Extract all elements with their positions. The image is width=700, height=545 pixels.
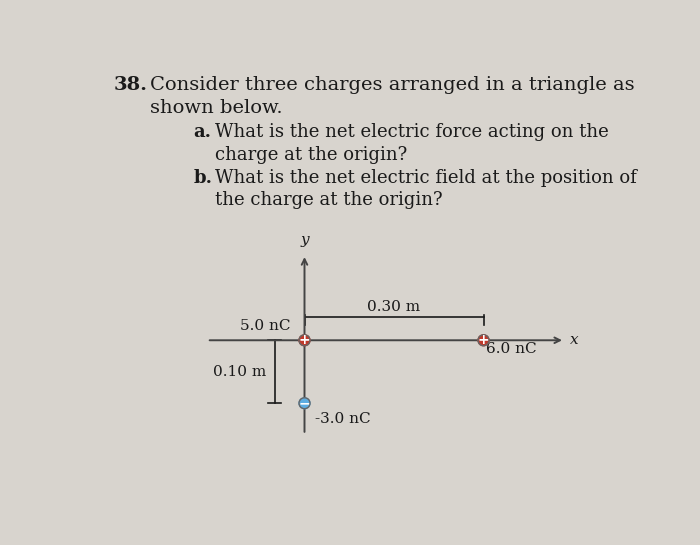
Text: What is the net electric force acting on the: What is the net electric force acting on… [215,123,609,141]
Text: the charge at the origin?: the charge at the origin? [215,191,442,209]
Text: y: y [300,233,309,247]
Text: Consider three charges arranged in a triangle as: Consider three charges arranged in a tri… [150,76,634,94]
Text: −: − [299,396,310,410]
Text: 6.0 nC: 6.0 nC [486,342,537,356]
Text: shown below.: shown below. [150,99,283,117]
Text: x: x [570,334,579,347]
Ellipse shape [478,335,489,346]
Text: 0.10 m: 0.10 m [214,365,267,379]
Text: 38.: 38. [113,76,148,94]
Text: a.: a. [193,123,211,141]
Text: charge at the origin?: charge at the origin? [215,146,407,164]
Ellipse shape [299,398,310,409]
Text: +: + [477,334,489,347]
Text: b.: b. [193,168,212,186]
Text: -3.0 nC: -3.0 nC [315,411,371,426]
Text: What is the net electric field at the position of: What is the net electric field at the po… [215,168,637,186]
Text: 0.30 m: 0.30 m [368,300,421,314]
Ellipse shape [299,335,310,346]
Text: 5.0 nC: 5.0 nC [240,319,291,332]
Text: +: + [299,334,310,347]
